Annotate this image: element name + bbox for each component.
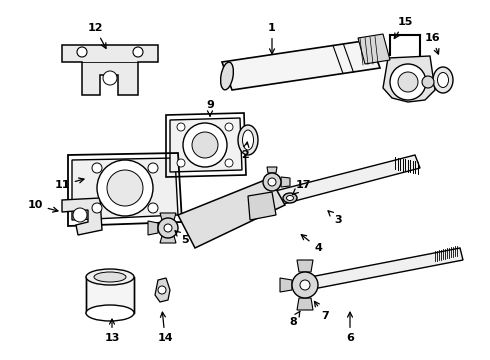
Circle shape — [107, 170, 143, 206]
Circle shape — [103, 71, 117, 85]
Text: 6: 6 — [346, 312, 354, 343]
Text: 10: 10 — [27, 200, 58, 212]
Circle shape — [77, 47, 87, 57]
Circle shape — [177, 159, 185, 167]
Ellipse shape — [433, 67, 453, 93]
Polygon shape — [178, 178, 285, 248]
Ellipse shape — [86, 305, 134, 321]
Polygon shape — [280, 278, 292, 292]
Text: 5: 5 — [175, 231, 189, 245]
Polygon shape — [383, 56, 435, 102]
Polygon shape — [170, 118, 242, 172]
Polygon shape — [155, 278, 170, 302]
Polygon shape — [297, 298, 313, 310]
Polygon shape — [222, 40, 380, 90]
Circle shape — [164, 224, 172, 232]
Circle shape — [300, 280, 310, 290]
Circle shape — [158, 286, 166, 294]
Polygon shape — [160, 213, 176, 220]
Circle shape — [292, 272, 318, 298]
Circle shape — [148, 203, 158, 213]
Ellipse shape — [283, 193, 297, 203]
Text: 7: 7 — [315, 301, 329, 321]
Polygon shape — [62, 198, 102, 235]
Circle shape — [398, 72, 418, 92]
Text: 2: 2 — [241, 142, 249, 160]
Circle shape — [133, 47, 143, 57]
Text: 9: 9 — [206, 100, 214, 116]
Circle shape — [390, 64, 426, 100]
Text: 3: 3 — [328, 211, 342, 225]
Polygon shape — [86, 277, 134, 313]
Circle shape — [97, 160, 153, 216]
Polygon shape — [62, 45, 158, 95]
Circle shape — [158, 218, 178, 238]
Ellipse shape — [86, 269, 134, 285]
Circle shape — [268, 178, 276, 186]
Circle shape — [225, 123, 233, 131]
Text: 17: 17 — [293, 180, 311, 195]
Text: 15: 15 — [394, 17, 413, 39]
Polygon shape — [72, 158, 178, 220]
Circle shape — [148, 163, 158, 173]
Ellipse shape — [438, 72, 448, 87]
Text: 16: 16 — [424, 33, 440, 54]
Circle shape — [192, 132, 218, 158]
Circle shape — [73, 208, 87, 222]
Circle shape — [422, 76, 434, 88]
Circle shape — [225, 159, 233, 167]
Polygon shape — [358, 34, 390, 64]
Text: 11: 11 — [54, 178, 84, 190]
Circle shape — [92, 203, 102, 213]
Circle shape — [92, 163, 102, 173]
Circle shape — [263, 173, 281, 191]
Circle shape — [183, 123, 227, 167]
Ellipse shape — [287, 195, 294, 201]
Text: 13: 13 — [104, 319, 120, 343]
Circle shape — [177, 123, 185, 131]
Text: 14: 14 — [157, 312, 173, 343]
Polygon shape — [148, 221, 158, 235]
Text: 8: 8 — [289, 311, 300, 327]
Polygon shape — [281, 177, 290, 187]
Text: 12: 12 — [87, 23, 106, 48]
Polygon shape — [267, 167, 277, 173]
Ellipse shape — [220, 62, 233, 90]
Polygon shape — [248, 155, 420, 212]
Polygon shape — [305, 248, 463, 290]
Ellipse shape — [238, 125, 258, 155]
Ellipse shape — [94, 272, 126, 282]
Text: 4: 4 — [301, 235, 322, 253]
Polygon shape — [297, 260, 313, 272]
Polygon shape — [248, 192, 276, 220]
Text: 1: 1 — [268, 23, 276, 54]
Ellipse shape — [243, 130, 253, 150]
Polygon shape — [160, 236, 176, 243]
